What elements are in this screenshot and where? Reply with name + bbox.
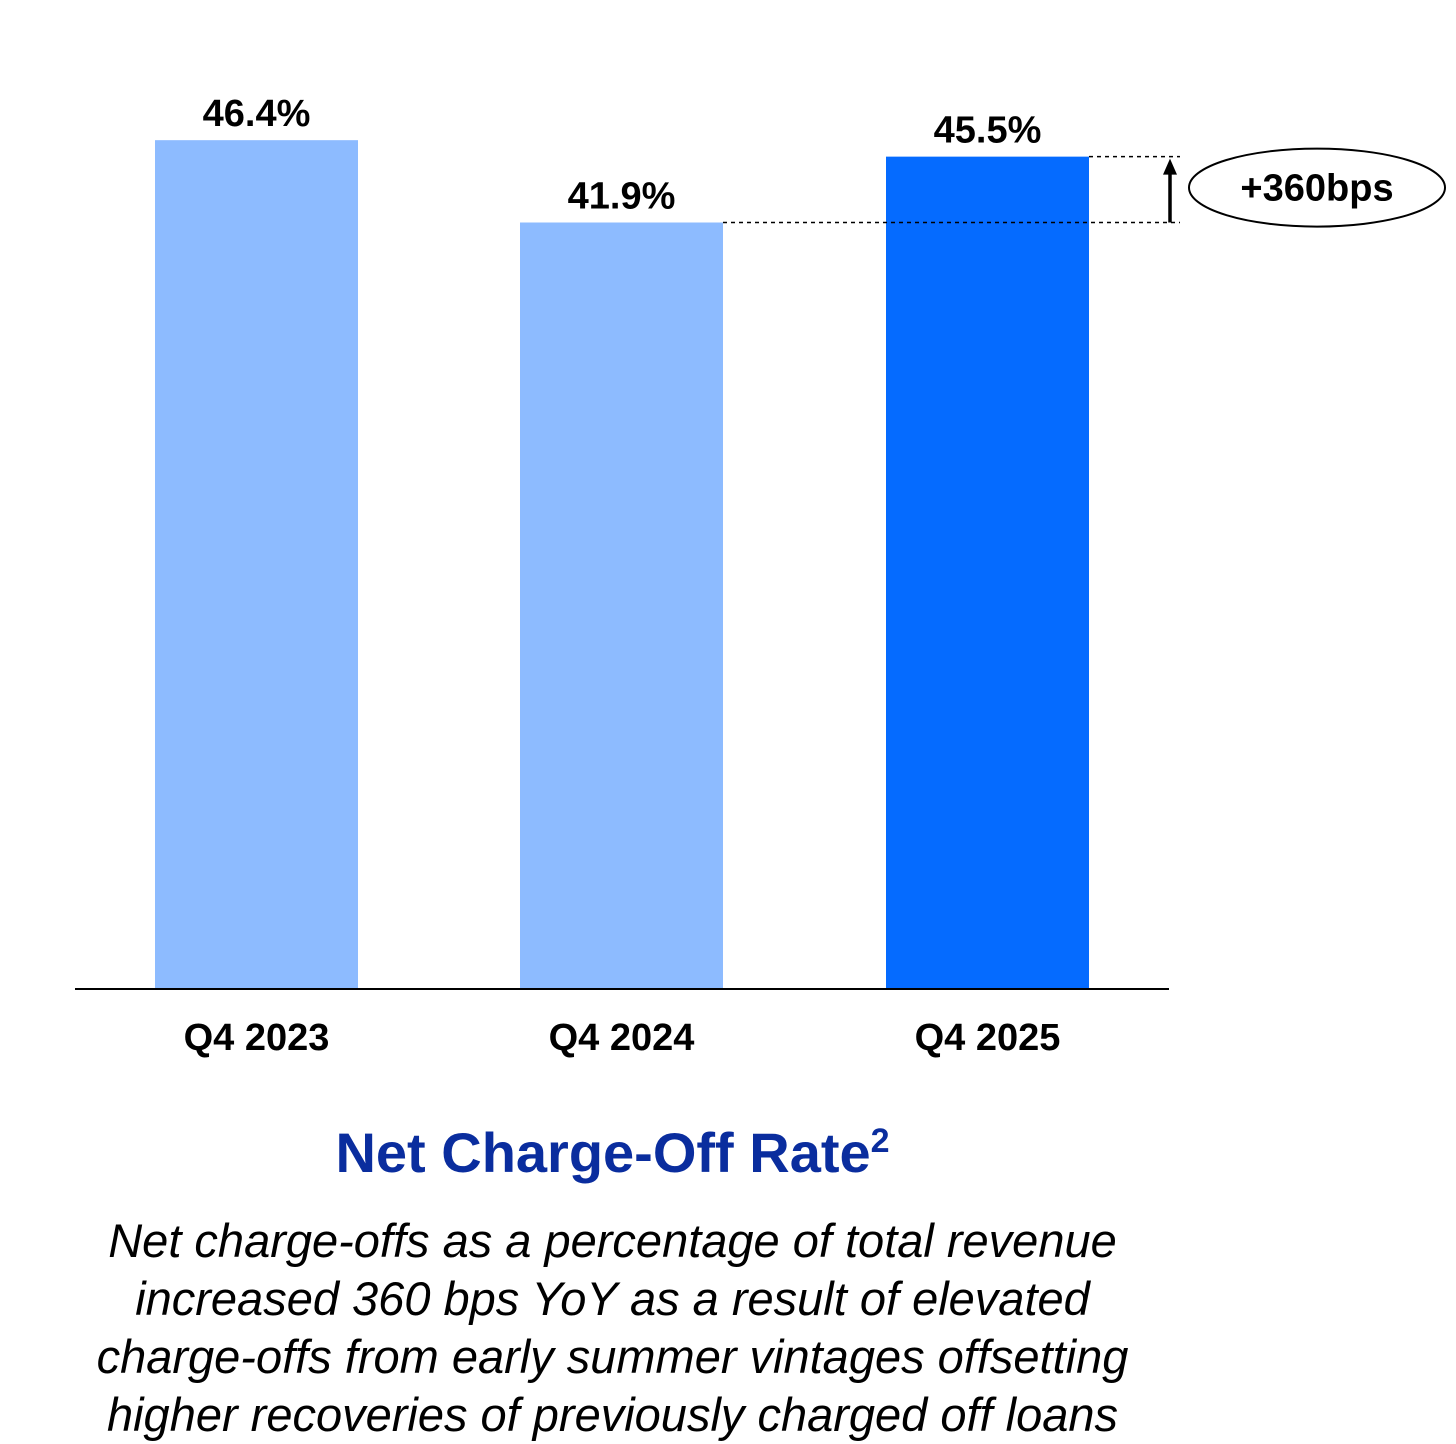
bar-q4-2023 xyxy=(155,140,358,989)
value-label-q4-2024: 41.9% xyxy=(568,175,676,217)
bars-layer xyxy=(155,140,1089,989)
x-tick-labels-layer: Q4 2023 Q4 2024 Q4 2025 xyxy=(184,1017,1061,1059)
caption-line-4: higher recoveries of previously charged … xyxy=(106,1388,1119,1441)
caption-line-3: charge-offs from early summer vintages o… xyxy=(96,1330,1129,1383)
bar-q4-2024 xyxy=(520,222,723,989)
x-tick-label-q4-2023: Q4 2023 xyxy=(184,1017,330,1059)
delta-label: +360bps xyxy=(1240,168,1393,210)
caption-line-2: increased 360 bps YoY as a result of ele… xyxy=(135,1272,1090,1325)
value-label-q4-2025: 45.5% xyxy=(934,110,1042,152)
x-tick-label-q4-2024: Q4 2024 xyxy=(549,1017,695,1059)
caption-line-1: Net charge-offs as a percentage of total… xyxy=(108,1214,1117,1267)
chart-title-footnote: 2 xyxy=(870,1122,890,1160)
chart-title: Net Charge-Off Rate2 xyxy=(0,1118,1225,1188)
value-label-q4-2023: 46.4% xyxy=(203,93,311,135)
delta-arrow-head xyxy=(1163,158,1177,175)
value-labels-layer: 46.4% 41.9% 45.5% xyxy=(203,93,1042,217)
chart-caption: Net charge-offs as a percentage of total… xyxy=(0,1212,1225,1444)
delta-ellipse xyxy=(1188,147,1446,228)
bar-q4-2025 xyxy=(886,156,1089,989)
x-tick-label-q4-2025: Q4 2025 xyxy=(915,1017,1061,1059)
delta-annotation: +360bps xyxy=(723,147,1446,228)
chart-title-text: Net Charge-Off Rate xyxy=(335,1121,871,1184)
